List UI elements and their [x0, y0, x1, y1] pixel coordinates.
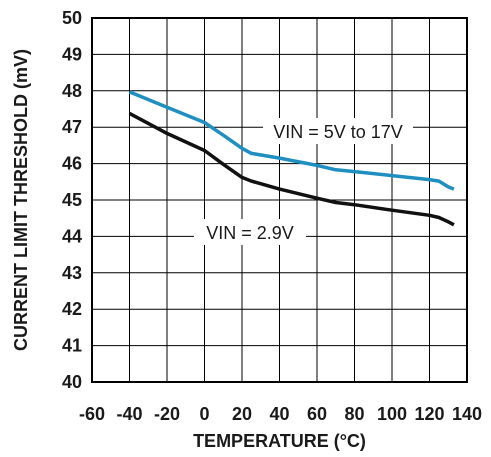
x-tick-label: 100 [377, 404, 407, 424]
x-tick-label: 80 [344, 404, 364, 424]
series-line-0 [128, 90, 455, 191]
series-label-bg [263, 118, 413, 144]
x-tick-label: 60 [307, 404, 327, 424]
y-tick-label: 44 [62, 226, 82, 246]
x-tick-label: 40 [269, 404, 289, 424]
x-tick-label: 120 [414, 404, 444, 424]
series-labels: VIN = 5V to 17V VIN = 2.9V [194, 118, 413, 245]
y-tick-label: 41 [62, 336, 82, 356]
y-tick-label: 46 [62, 154, 82, 174]
x-tick-label: -60 [79, 404, 105, 424]
y-tick-label: 49 [62, 44, 82, 64]
y-tick-label: 47 [62, 117, 82, 137]
tick-labels: -60 -40 -20 0 20 40 60 80 100 120 140 40 41 42 43 44 45 4… [62, 8, 482, 424]
y-axis-title: CURRENT LIMIT THRESHOLD (mV) [11, 49, 31, 351]
x-tick-label: -20 [154, 404, 180, 424]
y-tick-label: 45 [62, 190, 82, 210]
plot-area-frame [91, 17, 468, 383]
y-tick-label: 48 [62, 81, 82, 101]
series-label-bg [194, 219, 306, 245]
x-tick-label: 20 [232, 404, 252, 424]
x-tick-label: 140 [452, 404, 482, 424]
y-tick-label: 50 [62, 8, 82, 28]
x-tick-label: -40 [116, 404, 142, 424]
y-tick-label: 43 [62, 263, 82, 283]
series-label-0: VIN = 5V to 17V [273, 122, 403, 142]
x-axis-title: TEMPERATURE (°C) [193, 431, 366, 451]
data-series [128, 90, 455, 227]
grid [92, 18, 467, 382]
series-label-1: VIN = 2.9V [206, 223, 294, 243]
x-tick-label: 0 [199, 404, 209, 424]
y-tick-label: 40 [62, 372, 82, 392]
y-tick-label: 42 [62, 299, 82, 319]
series-line-1 [128, 111, 455, 227]
